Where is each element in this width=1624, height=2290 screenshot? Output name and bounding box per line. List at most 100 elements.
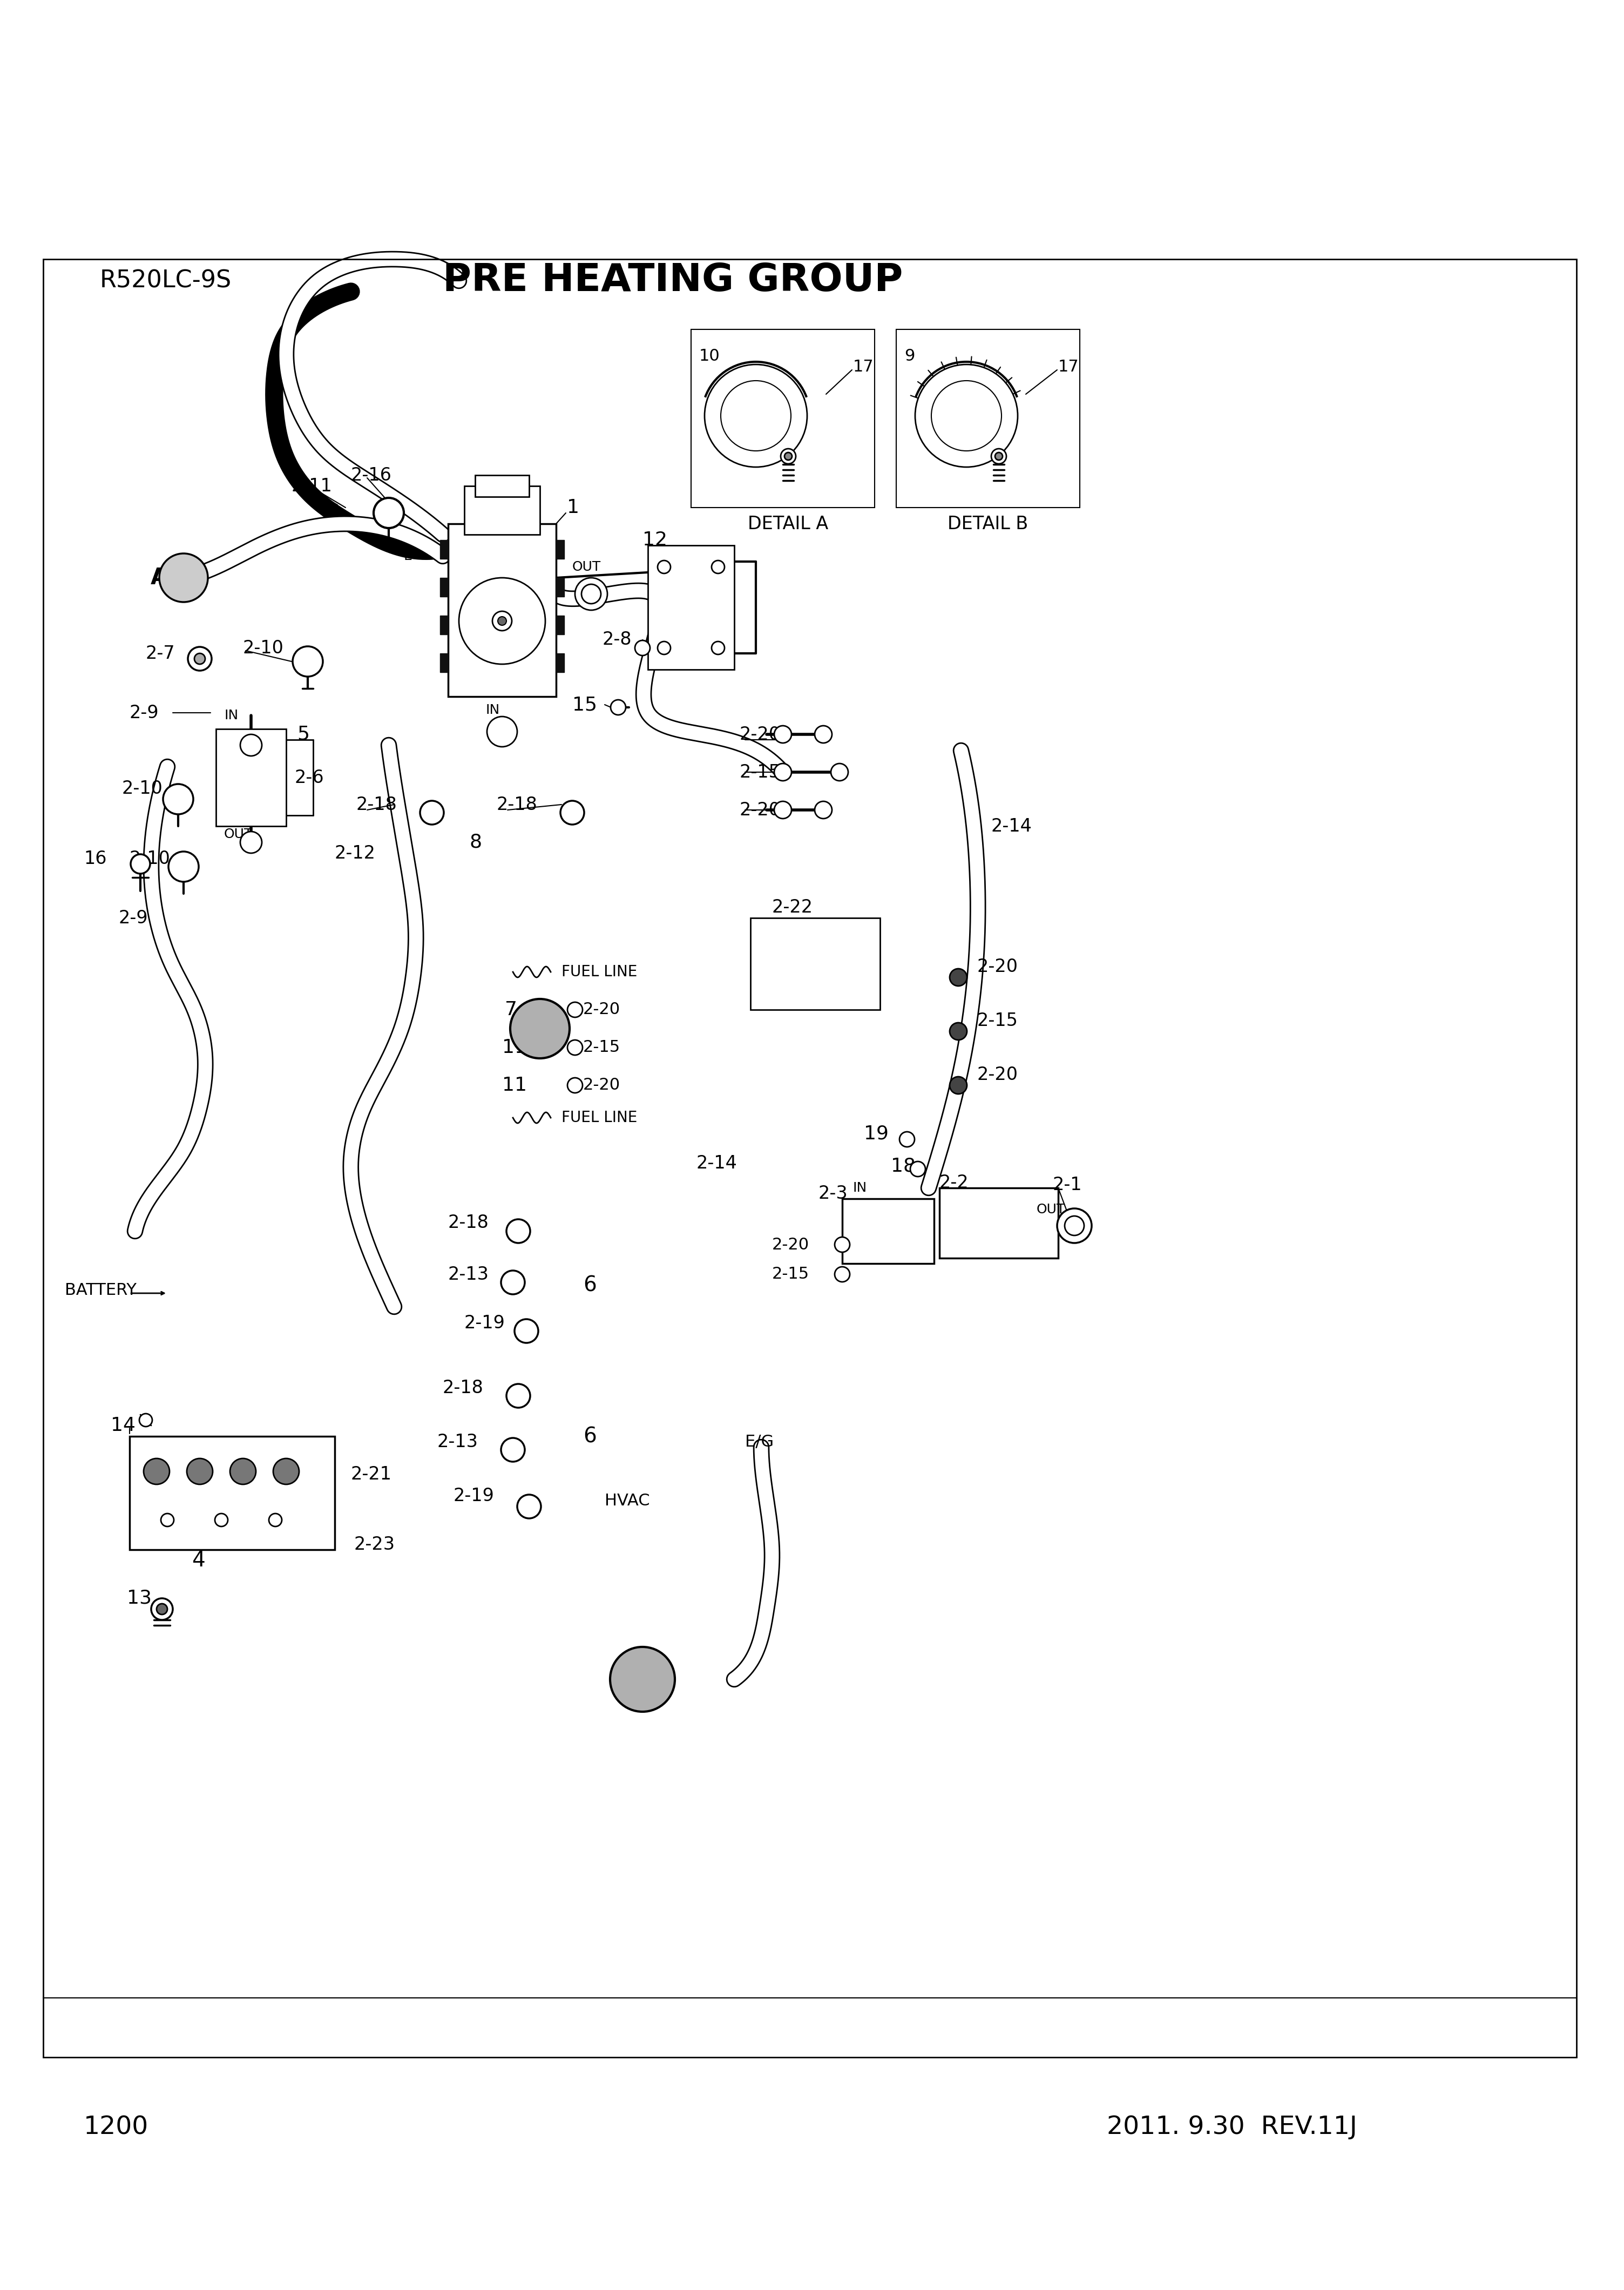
- Text: 18: 18: [892, 1156, 916, 1175]
- Text: FUEL LINE: FUEL LINE: [562, 1111, 637, 1124]
- Bar: [648, 545, 734, 669]
- Text: 11: 11: [502, 1037, 526, 1056]
- Text: BATTERY: BATTERY: [65, 1282, 136, 1298]
- Bar: [555, 577, 564, 598]
- Circle shape: [273, 1459, 299, 1484]
- Text: 2-2: 2-2: [939, 1172, 970, 1191]
- Circle shape: [705, 364, 807, 467]
- Circle shape: [950, 1024, 966, 1040]
- Circle shape: [575, 577, 607, 609]
- Bar: [555, 540, 564, 559]
- Bar: [440, 653, 448, 673]
- Bar: [448, 524, 555, 696]
- Circle shape: [611, 701, 625, 714]
- Circle shape: [502, 1438, 525, 1461]
- Circle shape: [143, 1459, 169, 1484]
- Text: DETAIL B: DETAIL B: [948, 515, 1028, 534]
- Circle shape: [831, 763, 848, 781]
- Bar: [896, 330, 1080, 508]
- Text: 17: 17: [1059, 360, 1078, 376]
- Text: 2-20: 2-20: [978, 1065, 1018, 1083]
- Circle shape: [658, 641, 671, 655]
- Circle shape: [151, 1598, 172, 1619]
- Text: 2-15: 2-15: [771, 1266, 809, 1282]
- Bar: [464, 485, 539, 534]
- Circle shape: [510, 998, 570, 1058]
- Text: 2-14: 2-14: [697, 1154, 737, 1172]
- Circle shape: [195, 653, 205, 664]
- Text: 2-10: 2-10: [244, 639, 284, 657]
- Text: 2-20: 2-20: [583, 1003, 620, 1017]
- Text: 2-13: 2-13: [437, 1434, 479, 1450]
- Bar: [44, 259, 1577, 2056]
- Circle shape: [911, 1161, 926, 1177]
- Circle shape: [487, 717, 516, 747]
- Text: 2-20: 2-20: [583, 1079, 620, 1092]
- Text: 2-15: 2-15: [583, 1040, 620, 1056]
- Circle shape: [784, 453, 793, 460]
- Text: IN: IN: [486, 703, 500, 717]
- Text: 2-11: 2-11: [292, 476, 333, 495]
- Text: 2-9: 2-9: [130, 703, 159, 721]
- Text: 17: 17: [853, 360, 874, 376]
- Text: 2-6: 2-6: [294, 769, 323, 785]
- Text: 2-20: 2-20: [739, 726, 781, 744]
- Text: 6: 6: [583, 1276, 596, 1296]
- Circle shape: [996, 453, 1002, 460]
- Text: B: B: [531, 1017, 549, 1040]
- Circle shape: [502, 1271, 525, 1294]
- Bar: [440, 577, 448, 598]
- Text: IN: IN: [224, 710, 239, 721]
- Text: 2-12: 2-12: [335, 845, 375, 861]
- Text: 2-20: 2-20: [739, 802, 781, 820]
- Text: 2-23: 2-23: [354, 1534, 395, 1553]
- Text: 2-1: 2-1: [1052, 1177, 1082, 1193]
- Circle shape: [507, 1218, 529, 1243]
- Circle shape: [421, 802, 443, 824]
- Circle shape: [270, 1514, 283, 1527]
- Text: 2-10: 2-10: [130, 850, 171, 868]
- Text: 8: 8: [469, 834, 482, 852]
- Text: 2-15: 2-15: [739, 763, 781, 781]
- Text: 2-18: 2-18: [497, 795, 538, 813]
- Circle shape: [775, 802, 791, 818]
- Text: 2-18: 2-18: [443, 1379, 484, 1397]
- Text: 2-7: 2-7: [146, 643, 175, 662]
- Circle shape: [460, 577, 546, 664]
- Circle shape: [1057, 1209, 1091, 1243]
- Circle shape: [567, 1003, 583, 1017]
- Circle shape: [515, 1319, 538, 1342]
- Text: FUEL LINE: FUEL LINE: [562, 964, 637, 980]
- Text: 2-18: 2-18: [356, 795, 398, 813]
- Text: 2-13: 2-13: [448, 1266, 489, 1282]
- Circle shape: [815, 802, 831, 818]
- Circle shape: [159, 554, 208, 602]
- Circle shape: [140, 1413, 153, 1427]
- Circle shape: [292, 646, 323, 676]
- Circle shape: [991, 449, 1007, 465]
- Circle shape: [658, 561, 671, 572]
- Circle shape: [187, 1459, 213, 1484]
- Text: 15: 15: [572, 696, 598, 714]
- Circle shape: [214, 1514, 227, 1527]
- Text: OUT: OUT: [1036, 1202, 1065, 1216]
- Text: 6: 6: [583, 1427, 596, 1447]
- Circle shape: [815, 726, 831, 742]
- Text: 11: 11: [502, 1076, 526, 1095]
- Text: A: A: [151, 566, 167, 589]
- Text: 19: 19: [864, 1124, 888, 1143]
- Bar: [216, 728, 286, 827]
- Text: 10: 10: [700, 348, 719, 364]
- Text: B: B: [633, 1667, 653, 1692]
- Circle shape: [950, 969, 966, 987]
- Circle shape: [162, 783, 193, 815]
- Text: 2011. 9.30  REV.11J: 2011. 9.30 REV.11J: [1108, 2116, 1358, 2139]
- Text: 2-22: 2-22: [771, 898, 814, 916]
- Circle shape: [499, 616, 507, 625]
- Circle shape: [374, 497, 404, 529]
- Circle shape: [492, 611, 512, 630]
- Circle shape: [188, 646, 211, 671]
- Circle shape: [169, 852, 198, 882]
- Circle shape: [560, 802, 585, 824]
- Text: 7: 7: [505, 1001, 516, 1019]
